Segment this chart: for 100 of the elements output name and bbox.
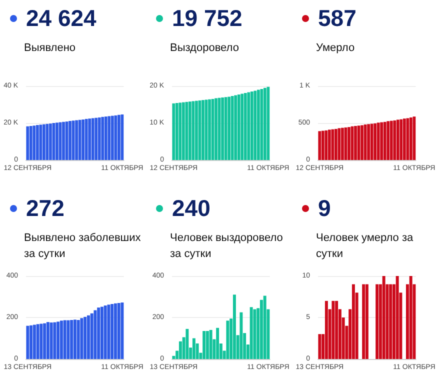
bar [76,320,80,359]
bar [331,129,334,160]
bar [108,116,111,160]
bar [29,126,32,160]
bar [380,122,384,160]
bar [94,310,97,359]
chart-subtitle: Человек умерло за сутки [316,231,414,262]
bar [101,116,104,160]
bar [393,120,396,160]
bar [42,124,46,160]
bar [84,118,88,160]
bar [107,304,110,359]
bar [240,94,244,160]
bar [328,130,331,160]
bar [172,103,176,160]
bar [63,320,66,359]
bar [114,115,118,160]
bar [226,320,230,359]
bar [232,294,236,359]
bar [396,120,400,160]
bar [386,121,390,160]
bar [247,92,250,160]
bar [32,324,36,359]
chart-subtitle: Человек выздоровело за сутки [170,231,284,262]
bar [409,276,412,359]
bar [230,96,234,160]
chart-title: 587 [318,4,356,32]
chart-subtitle: Умерло [316,41,356,56]
bar [202,330,206,359]
bar [400,119,403,160]
chart-subtitle: Выявлено [24,41,77,56]
bar [216,328,220,359]
bar [332,300,335,359]
bar [114,303,117,359]
bar [202,100,204,160]
bar [240,312,243,359]
bar [228,96,230,160]
bar [175,103,178,160]
bar [97,308,100,359]
bar [260,300,263,359]
chart-title: 19 752 [172,4,242,32]
bar [382,276,386,359]
bar [178,102,182,160]
bar [195,100,198,160]
bar [383,122,386,160]
bar [178,341,182,359]
bar [402,118,406,160]
bar [321,130,324,160]
bar [376,122,380,160]
bar [88,118,92,160]
bar [49,124,52,160]
bar [206,330,209,359]
bar [256,90,260,160]
bar [324,300,328,359]
chart-title: 9 [318,194,331,222]
bar [389,284,392,359]
bar [260,88,264,160]
bar [40,324,43,359]
bar [324,130,328,160]
bar [91,118,94,160]
bar [56,322,60,359]
bar [66,320,70,359]
bar [117,302,120,359]
bar [118,114,120,160]
bar [94,118,98,160]
bar [360,125,364,160]
bar [250,92,254,160]
bar [234,95,238,160]
bar [348,127,350,160]
bar [237,94,240,160]
bar [120,302,124,359]
bar [396,276,399,359]
bar [104,116,108,160]
bar [84,316,87,359]
bar [188,102,192,160]
bar [318,334,322,359]
bar [354,126,357,160]
bar [68,120,72,160]
bar [390,120,393,160]
bar [376,284,379,359]
bar [208,99,211,160]
bar [36,324,40,359]
bar [43,323,46,359]
bar [406,118,410,160]
bar [56,122,58,160]
bar [62,122,65,160]
bar [90,313,94,359]
bar [86,315,90,359]
bar [110,116,114,160]
bar [367,124,370,160]
bar [110,304,114,359]
bar [182,102,185,160]
bar [410,117,412,160]
bar [60,320,63,359]
bar [334,128,338,160]
bar [362,284,366,359]
bar [352,284,355,359]
bar [214,98,218,160]
chart-subtitle: Выявлено заболевших за сутки [24,231,142,262]
bar [32,126,36,160]
